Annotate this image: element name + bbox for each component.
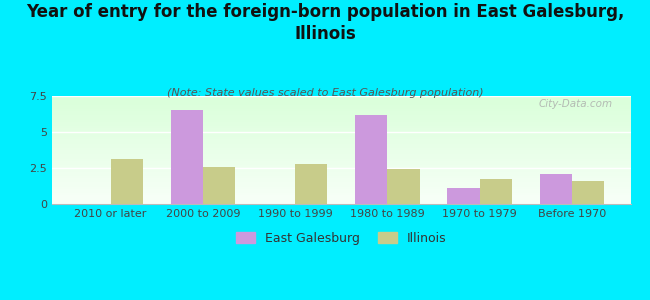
Text: City-Data.com: City-Data.com xyxy=(539,99,613,109)
Bar xyxy=(52,202,630,204)
Bar xyxy=(52,139,630,141)
Bar xyxy=(52,176,630,178)
Bar xyxy=(52,197,630,200)
Bar xyxy=(52,128,630,130)
Legend: East Galesburg, Illinois: East Galesburg, Illinois xyxy=(231,226,452,250)
Bar xyxy=(52,189,630,191)
Bar xyxy=(52,141,630,143)
Bar xyxy=(52,161,630,163)
Bar xyxy=(52,195,630,197)
Bar xyxy=(52,154,630,157)
Bar xyxy=(52,159,630,161)
Bar xyxy=(52,135,630,137)
Bar xyxy=(52,109,630,111)
Bar xyxy=(52,98,630,100)
Bar xyxy=(355,115,387,204)
Bar xyxy=(52,116,630,118)
Bar xyxy=(295,164,328,204)
Bar xyxy=(52,111,630,113)
Bar xyxy=(52,167,630,169)
Bar xyxy=(52,143,630,146)
Bar xyxy=(52,157,630,159)
Bar xyxy=(52,122,630,124)
Bar xyxy=(170,110,203,204)
Text: Year of entry for the foreign-born population in East Galesburg,
Illinois: Year of entry for the foreign-born popul… xyxy=(26,3,624,43)
Bar xyxy=(52,163,630,165)
Bar xyxy=(52,130,630,133)
Bar xyxy=(52,126,630,128)
Bar xyxy=(52,146,630,148)
Bar xyxy=(52,184,630,187)
Bar xyxy=(52,96,630,98)
Text: (Note: State values scaled to East Galesburg population): (Note: State values scaled to East Gales… xyxy=(166,88,484,98)
Bar xyxy=(52,133,630,135)
Bar xyxy=(52,118,630,120)
Bar xyxy=(52,174,630,176)
Bar xyxy=(52,165,630,167)
Bar xyxy=(52,107,630,109)
Bar xyxy=(480,179,512,204)
Bar xyxy=(52,100,630,103)
Bar xyxy=(52,137,630,139)
Bar xyxy=(52,180,630,182)
Bar xyxy=(111,159,143,204)
Bar xyxy=(52,124,630,126)
Bar xyxy=(387,169,420,204)
Bar xyxy=(52,105,630,107)
Bar xyxy=(52,113,630,116)
Bar xyxy=(52,169,630,172)
Bar xyxy=(52,152,630,154)
Bar xyxy=(52,103,630,105)
Bar xyxy=(52,150,630,152)
Bar xyxy=(52,193,630,195)
Bar xyxy=(52,182,630,184)
Bar xyxy=(52,191,630,193)
Bar xyxy=(52,200,630,202)
Bar xyxy=(52,172,630,174)
Bar xyxy=(52,187,630,189)
Bar xyxy=(572,181,604,204)
Bar xyxy=(52,120,630,122)
Bar xyxy=(447,188,480,204)
Bar xyxy=(203,167,235,204)
Bar xyxy=(52,148,630,150)
Bar xyxy=(540,174,572,204)
Bar xyxy=(52,178,630,180)
